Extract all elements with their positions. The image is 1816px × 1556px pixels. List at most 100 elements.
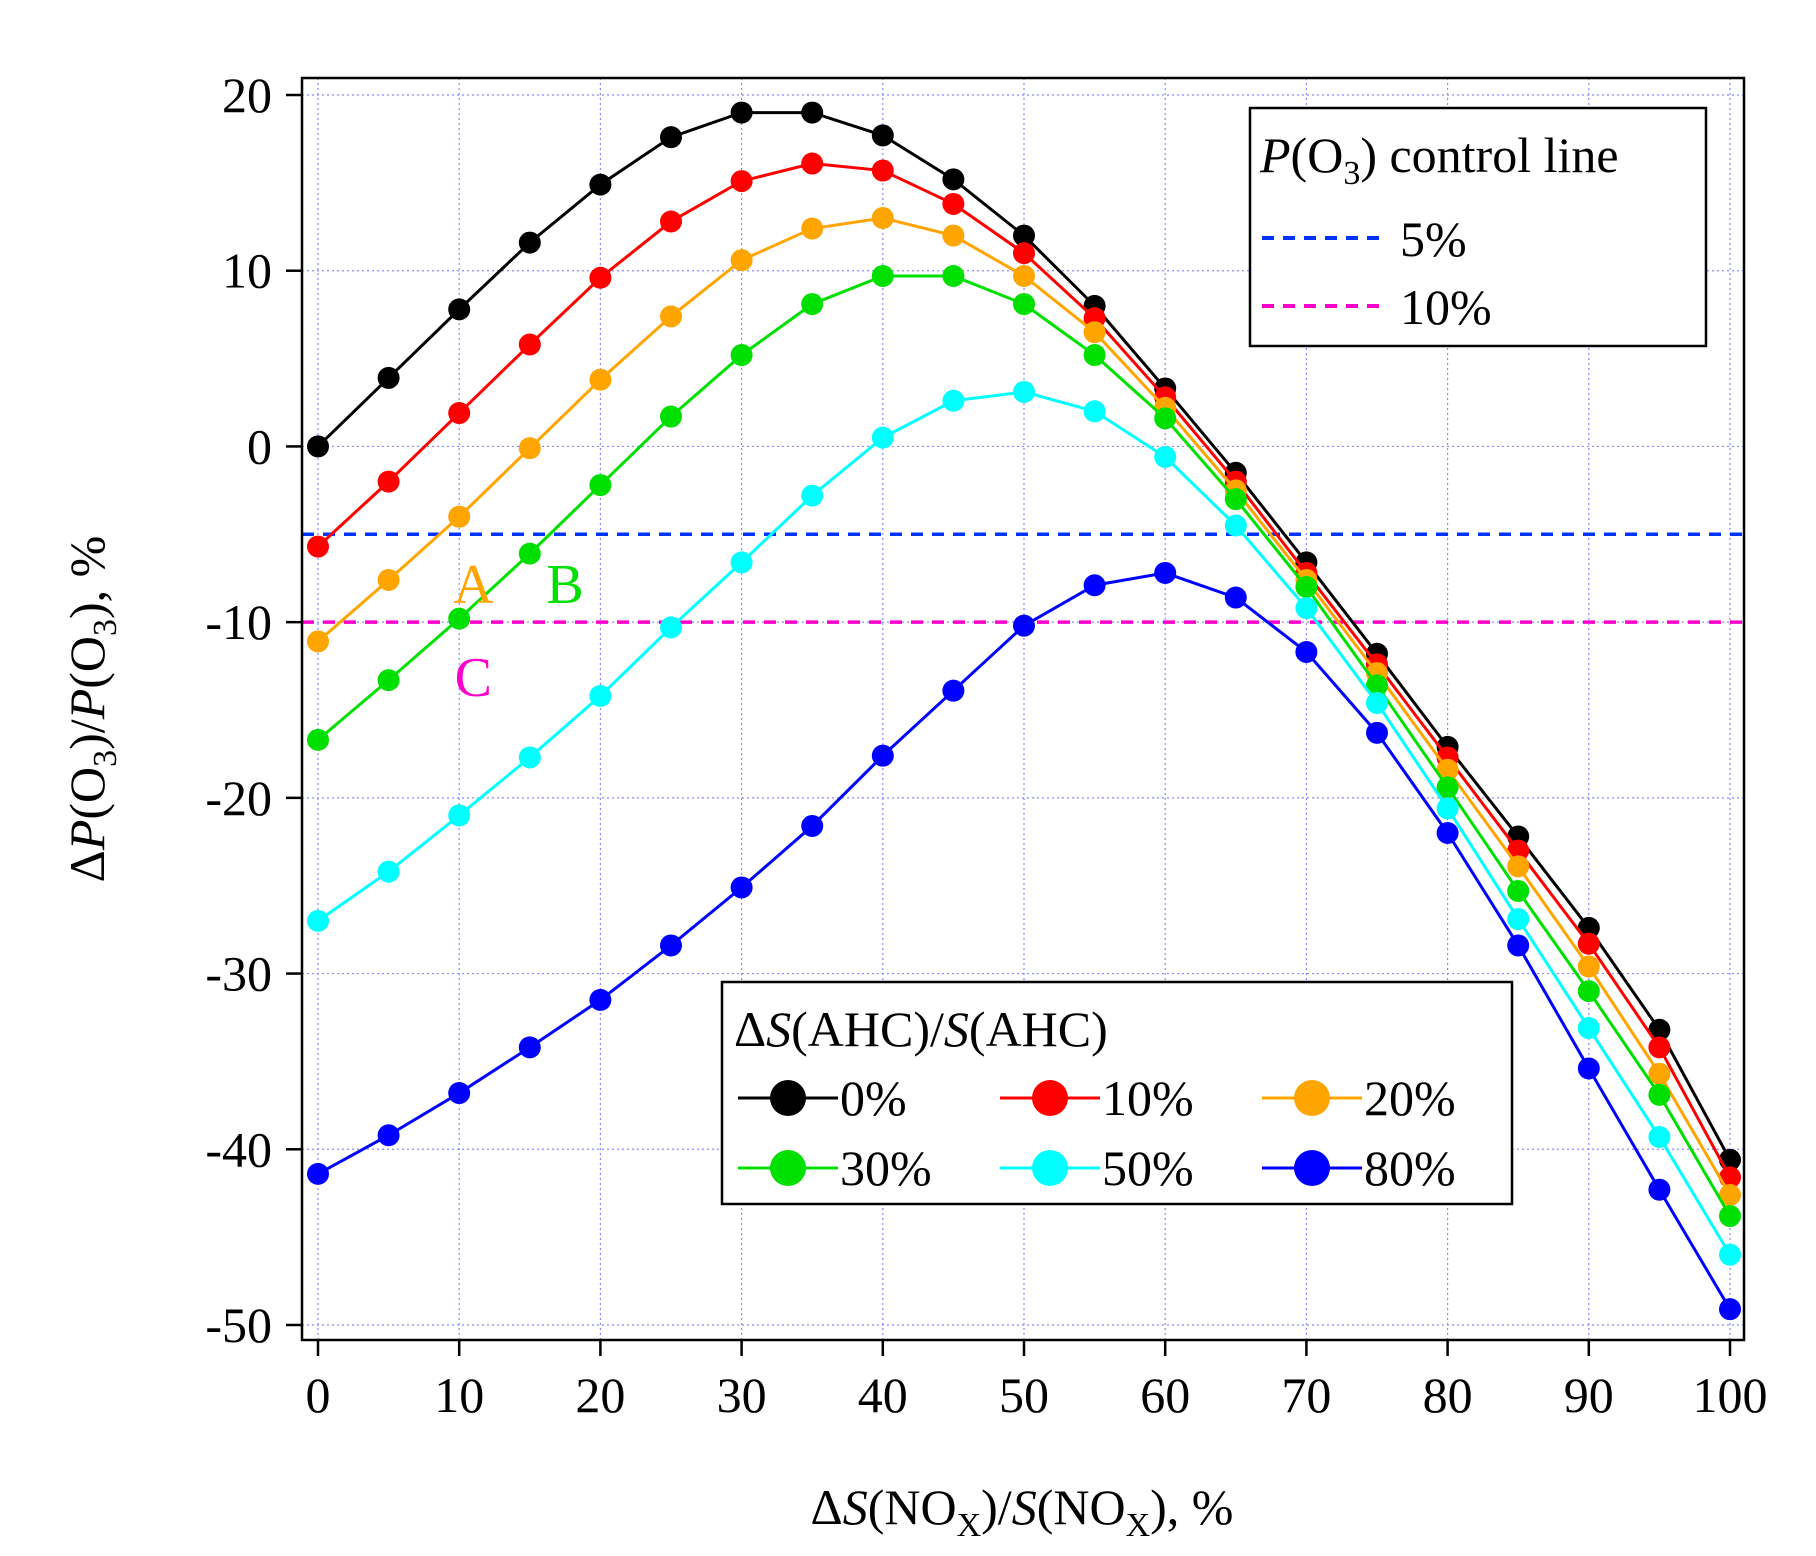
data-point xyxy=(1083,344,1106,367)
data-point xyxy=(660,305,682,328)
annotation-C: C xyxy=(455,647,492,709)
legend-entry-label-0pct: 0% xyxy=(840,1070,907,1126)
data-point xyxy=(1224,488,1247,511)
annotation-B: B xyxy=(546,554,583,616)
data-point xyxy=(377,860,400,883)
legend-entry-label-80pct: 80% xyxy=(1364,1140,1456,1196)
legend-entry-label-10pct: 10% xyxy=(1102,1070,1194,1126)
x-tick-label-2: 20 xyxy=(575,1367,625,1423)
data-point xyxy=(1154,407,1177,430)
data-point xyxy=(1507,855,1530,878)
data-point xyxy=(377,1124,400,1147)
data-point xyxy=(1083,574,1106,597)
legend-entry-label-50pct: 50% xyxy=(1102,1140,1194,1196)
legend-entry-label-30pct: 30% xyxy=(840,1140,932,1196)
data-point xyxy=(589,988,612,1011)
data-point xyxy=(871,426,894,449)
data-point xyxy=(518,746,541,769)
legend-ahc-title: ΔS(AHC)/S(AHC) xyxy=(734,1001,1108,1057)
data-point xyxy=(871,124,894,147)
series-group xyxy=(307,101,1741,1321)
data-point xyxy=(1577,955,1600,978)
x-axis-label: ΔS(NOX)/S(NOX), % xyxy=(811,1479,1234,1544)
data-point xyxy=(801,293,824,316)
legend-ahc-box xyxy=(720,980,1514,1206)
data-point xyxy=(307,1162,329,1185)
legend-ahc-entries: 0% 10% 20% 30% 50% 80% xyxy=(738,1070,1456,1196)
x-tick-label-5: 50 xyxy=(999,1367,1049,1423)
data-point xyxy=(377,470,400,493)
data-point xyxy=(518,542,541,565)
data-point xyxy=(801,814,824,837)
data-point xyxy=(1013,224,1035,247)
data-point xyxy=(1154,445,1177,468)
data-point xyxy=(1295,597,1318,620)
y-axis-label: ΔP(O3)/P(O3), % xyxy=(59,536,124,883)
data-point xyxy=(1719,1298,1741,1321)
data-point xyxy=(1366,674,1388,697)
x-tick-label-3: 30 xyxy=(717,1367,767,1423)
data-point xyxy=(307,535,329,558)
data-point xyxy=(1719,1205,1741,1228)
data-point xyxy=(1224,586,1247,609)
data-point xyxy=(1648,1018,1671,1041)
series-80pct xyxy=(307,561,1741,1321)
data-point xyxy=(730,170,753,193)
annotation-A: A xyxy=(453,554,494,616)
legend-entry-marker-20pct xyxy=(1294,1080,1330,1116)
data-point xyxy=(307,435,329,458)
data-point xyxy=(801,152,824,175)
data-point xyxy=(448,804,471,827)
data-point xyxy=(1648,1125,1671,1148)
data-point xyxy=(942,264,965,287)
data-point xyxy=(871,159,894,182)
data-point xyxy=(518,437,541,460)
x-tick-label-6: 60 xyxy=(1140,1367,1190,1423)
data-point xyxy=(1648,1178,1671,1201)
data-point xyxy=(518,1036,541,1059)
legend-label-10pct: 10% xyxy=(1400,279,1492,335)
data-point xyxy=(660,616,682,639)
data-point xyxy=(1013,380,1035,403)
data-point xyxy=(1648,1062,1671,1085)
data-point xyxy=(1507,879,1530,902)
legend-entry-marker-10pct xyxy=(1032,1080,1068,1116)
y-tick-label-1: 10 xyxy=(222,243,272,299)
data-point xyxy=(730,876,753,899)
series-30pct xyxy=(307,264,1741,1228)
data-point xyxy=(801,217,824,240)
data-point xyxy=(448,607,471,630)
data-point xyxy=(1507,839,1530,862)
series-50pct xyxy=(307,380,1741,1266)
data-point xyxy=(1013,242,1035,265)
data-point xyxy=(730,344,753,367)
data-point xyxy=(518,231,541,254)
data-point xyxy=(1436,758,1459,781)
data-point xyxy=(307,728,329,751)
data-point xyxy=(1295,576,1318,598)
data-point xyxy=(871,207,894,229)
data-point xyxy=(589,266,612,289)
data-point xyxy=(1013,614,1035,637)
data-point xyxy=(942,168,965,191)
legend-entry-marker-50pct xyxy=(1032,1150,1068,1186)
data-point xyxy=(589,173,612,196)
data-point xyxy=(871,264,894,287)
annotations: A BC xyxy=(453,554,584,709)
y-tick-label-4: -20 xyxy=(205,770,272,826)
data-point xyxy=(660,126,682,149)
data-point xyxy=(377,568,400,591)
data-point xyxy=(589,368,612,391)
data-point xyxy=(448,298,471,321)
legend-entry-label-20pct: 20% xyxy=(1364,1070,1456,1126)
data-point xyxy=(660,210,682,233)
data-point xyxy=(1366,691,1388,714)
data-point xyxy=(1154,561,1177,584)
data-point xyxy=(801,484,824,507)
y-tick-label-0: 20 xyxy=(222,67,272,123)
data-point xyxy=(730,101,753,124)
legend-entry-marker-30pct xyxy=(770,1150,806,1186)
data-point xyxy=(1436,797,1459,820)
data-point xyxy=(1366,721,1388,744)
